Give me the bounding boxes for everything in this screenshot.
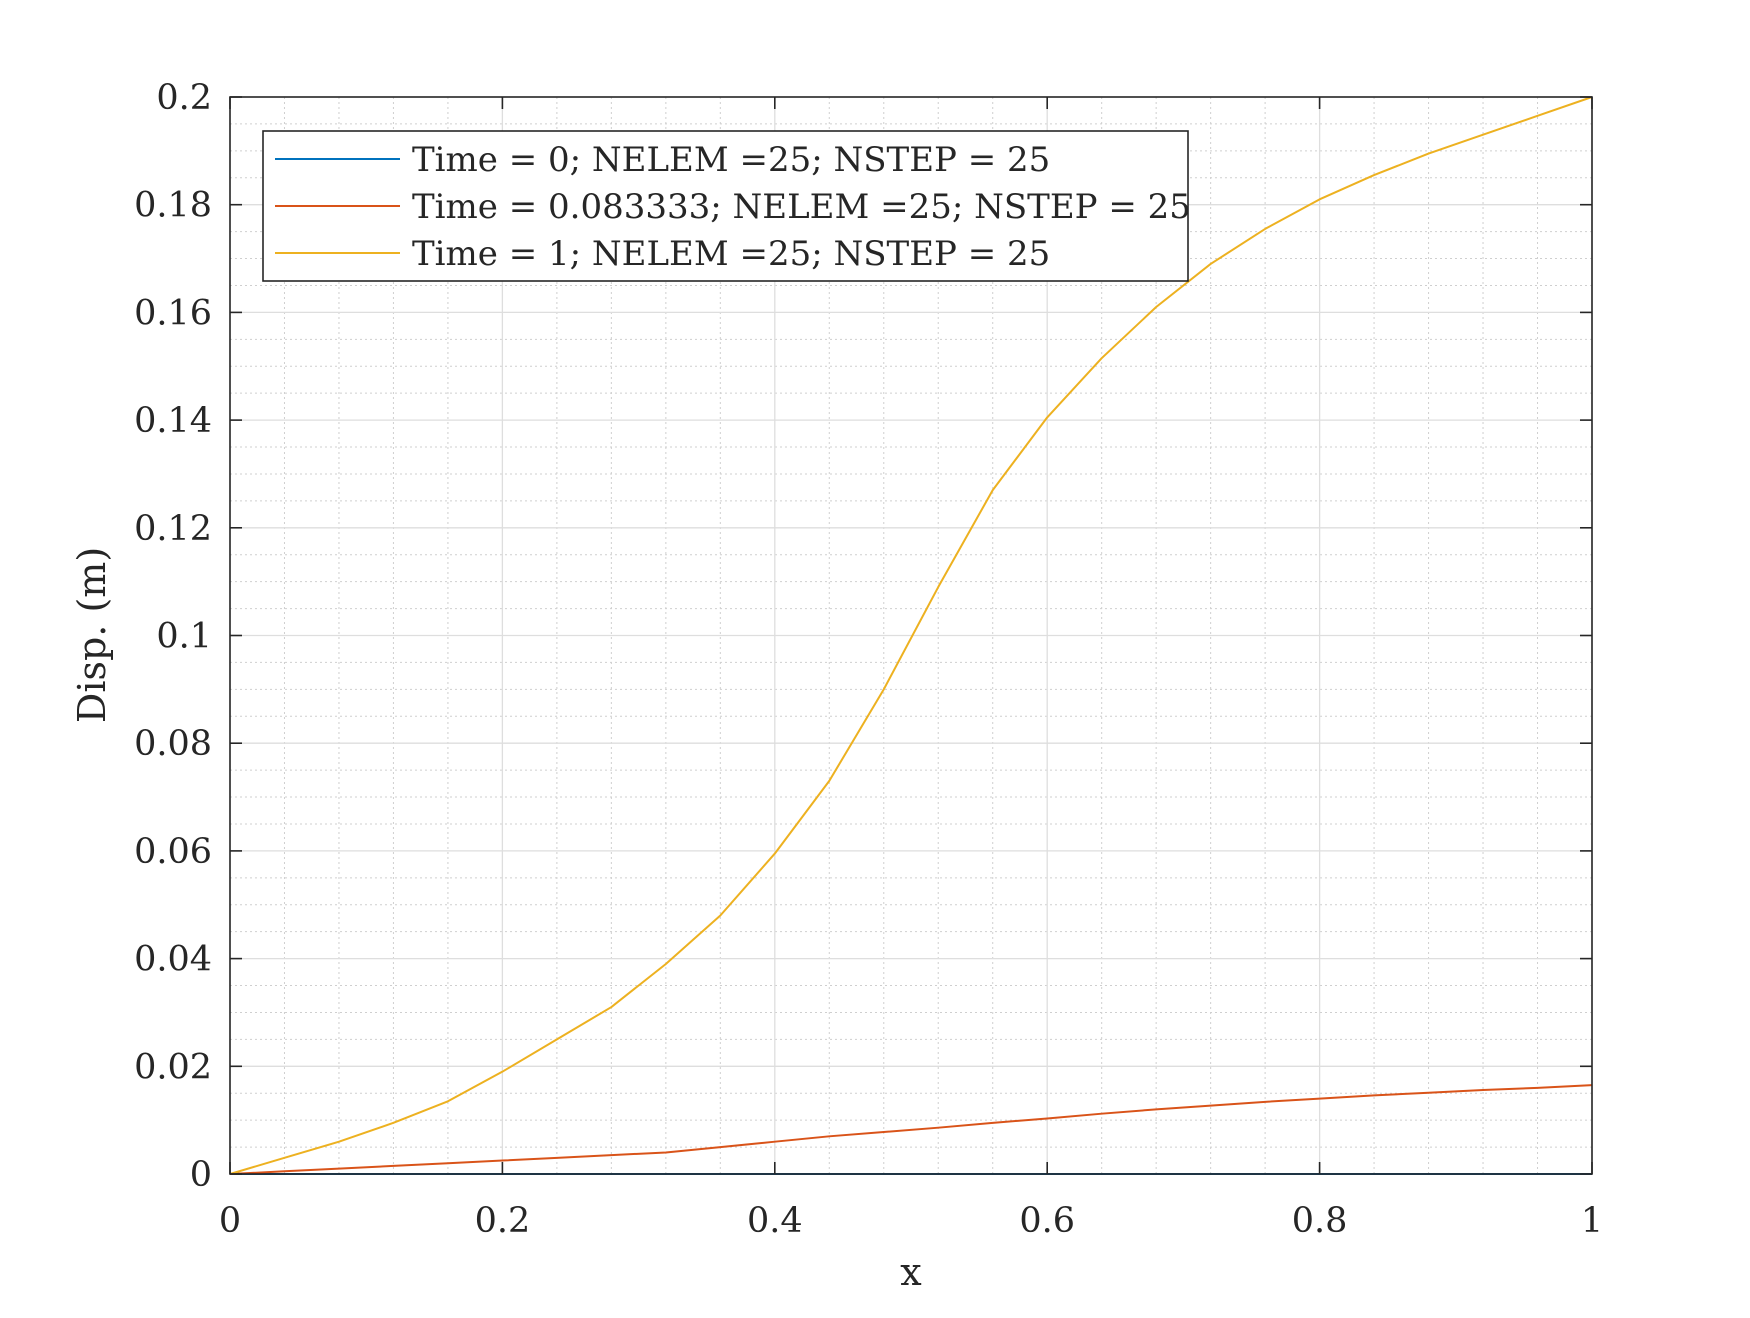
series-line-1	[229, 1084, 1593, 1175]
x-tick-labels: 0 0.2 0.4 0.6 0.8 1	[219, 1201, 1603, 1241]
x-tick-label: 0.2	[475, 1201, 531, 1241]
y-tick-label: 0.04	[134, 940, 212, 980]
legend: Time = 0; NELEM =25; NSTEP = 25 Time = 0…	[262, 130, 1191, 282]
y-tick-label: 0.14	[134, 401, 212, 441]
y-tick-label: 0.16	[134, 293, 212, 333]
x-tick-label: 1	[1581, 1201, 1603, 1241]
y-tick-label: 0.06	[134, 832, 212, 872]
series-line-2	[229, 96, 1593, 1175]
y-tick-labels: 0 0.02 0.04 0.06 0.08 0.1 0.12 0.14 0.16 0.18 0.2	[134, 78, 212, 1195]
y-tick-label: 0.02	[134, 1047, 212, 1087]
legend-box	[262, 130, 1189, 282]
x-axis-label: x	[900, 1250, 921, 1294]
y-tick-label: 0.2	[156, 78, 212, 118]
y-tick-label: 0.12	[134, 509, 212, 549]
y-tick-label: 0.08	[134, 724, 212, 764]
x-tick-label: 0.6	[1019, 1201, 1075, 1241]
legend-label-time-0: Time = 0; NELEM =25; NSTEP = 25	[412, 140, 1050, 180]
legend-label-time-0083333: Time = 0.083333; NELEM =25; NSTEP = 25	[412, 187, 1191, 227]
x-tick-label: 0.8	[1292, 1201, 1348, 1241]
minor-grid	[230, 97, 1592, 1174]
y-tick-label: 0	[190, 1155, 212, 1195]
axis-ticks	[229, 96, 1593, 1175]
x-tick-label: 0.4	[747, 1201, 803, 1241]
x-tick-label: 0	[219, 1201, 241, 1241]
y-axis-label: Disp. (m)	[70, 547, 114, 723]
legend-label-time-1: Time = 1; NELEM =25; NSTEP = 25	[412, 234, 1050, 274]
y-tick-label: 0.18	[134, 186, 212, 226]
y-tick-label: 0.1	[156, 617, 212, 657]
